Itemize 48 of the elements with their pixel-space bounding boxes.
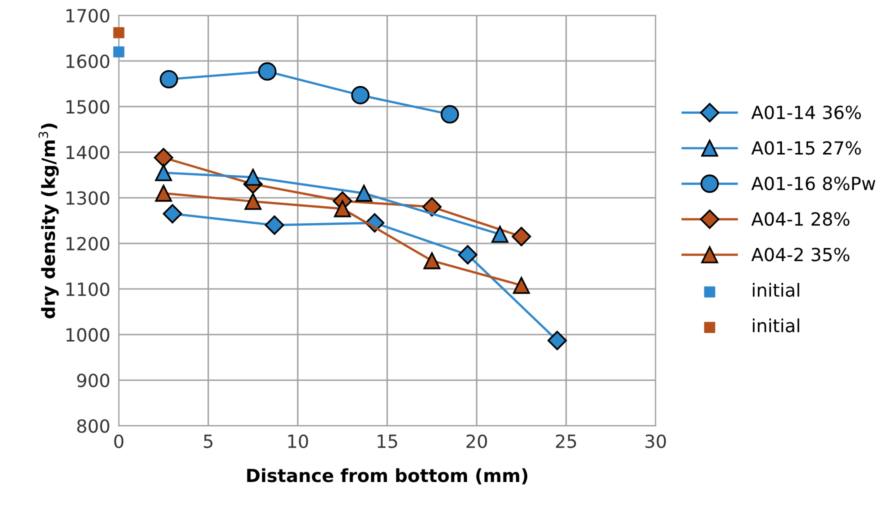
point bbox=[422, 197, 442, 217]
point bbox=[440, 105, 459, 124]
x-tick-label: 10 bbox=[288, 434, 308, 448]
x-tick-label: 5 bbox=[204, 434, 212, 448]
point bbox=[355, 184, 372, 202]
x-tick-label: 15 bbox=[378, 434, 398, 448]
y-tick-label: 1600 bbox=[66, 54, 110, 68]
point bbox=[548, 330, 567, 350]
x-tick-label: 25 bbox=[556, 434, 576, 448]
y-axis-title: dry density (kg/m$^{3}$) bbox=[38, 124, 59, 318]
point bbox=[244, 168, 262, 186]
x-axis-title: Distance from bottom (mm) bbox=[247, 468, 528, 484]
y-tick-label: 1000 bbox=[66, 328, 110, 342]
legend-label: A01-15 27% bbox=[751, 141, 861, 155]
x-tick-label: 0 bbox=[114, 434, 124, 448]
x-tick-label: 30 bbox=[645, 434, 666, 448]
legend-label: A04-1 28% bbox=[751, 212, 850, 226]
y-tick-label: 800 bbox=[77, 419, 110, 433]
point bbox=[258, 62, 276, 81]
y-tick-label: 1100 bbox=[66, 282, 110, 296]
point bbox=[155, 184, 172, 202]
point bbox=[423, 252, 440, 270]
point bbox=[334, 200, 351, 218]
point bbox=[244, 192, 262, 210]
point bbox=[155, 164, 172, 182]
point bbox=[512, 226, 532, 246]
point bbox=[512, 276, 530, 294]
point bbox=[162, 204, 182, 224]
legend-label: A01-16 8%Pw bbox=[751, 176, 876, 190]
y-tick-label: 1500 bbox=[66, 100, 110, 114]
legend-label: A04-2 35% bbox=[751, 248, 850, 262]
point bbox=[458, 245, 478, 264]
legend-label: A01-14 36% bbox=[751, 106, 861, 120]
point bbox=[154, 148, 174, 168]
y-tick-label: 1300 bbox=[66, 191, 110, 205]
point bbox=[264, 215, 284, 235]
y-tick-label: 1200 bbox=[66, 236, 110, 251]
legend-label: initial bbox=[752, 282, 800, 297]
y-tick-label: 1400 bbox=[66, 146, 110, 160]
point bbox=[160, 70, 178, 88]
x-tick-label: 20 bbox=[466, 434, 487, 448]
y-tick-label: 1700 bbox=[66, 8, 110, 23]
point bbox=[491, 226, 508, 243]
point bbox=[351, 86, 370, 104]
point bbox=[113, 27, 124, 38]
legend-label: initial bbox=[752, 318, 800, 332]
point bbox=[113, 46, 124, 58]
y-tick-label: 900 bbox=[77, 374, 110, 388]
